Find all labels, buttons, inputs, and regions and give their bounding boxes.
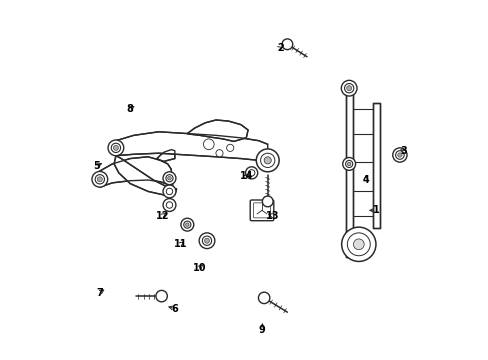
Circle shape xyxy=(163,199,176,211)
Circle shape xyxy=(344,84,353,93)
Circle shape xyxy=(282,39,292,50)
Polygon shape xyxy=(114,156,176,195)
Text: 9: 9 xyxy=(259,325,265,335)
Polygon shape xyxy=(116,132,267,164)
Text: 13: 13 xyxy=(266,211,279,221)
Circle shape xyxy=(95,175,104,184)
Circle shape xyxy=(216,150,223,157)
Text: 10: 10 xyxy=(193,262,206,273)
Circle shape xyxy=(256,149,279,172)
Circle shape xyxy=(264,157,271,164)
Text: 6: 6 xyxy=(171,303,178,314)
Circle shape xyxy=(92,171,107,187)
Polygon shape xyxy=(345,93,352,257)
Text: 11: 11 xyxy=(173,239,186,249)
Circle shape xyxy=(248,170,254,176)
Circle shape xyxy=(346,162,350,166)
Circle shape xyxy=(166,202,172,208)
Circle shape xyxy=(183,221,190,228)
Circle shape xyxy=(262,196,272,207)
Circle shape xyxy=(258,292,269,303)
Circle shape xyxy=(346,86,351,91)
Circle shape xyxy=(113,145,118,150)
Circle shape xyxy=(156,291,167,302)
FancyBboxPatch shape xyxy=(253,203,270,218)
Text: 12: 12 xyxy=(155,211,169,221)
Text: 7: 7 xyxy=(96,288,103,297)
Text: 5: 5 xyxy=(93,161,100,171)
Circle shape xyxy=(226,144,233,152)
Polygon shape xyxy=(157,150,175,161)
Circle shape xyxy=(204,238,209,243)
Polygon shape xyxy=(100,157,171,187)
Circle shape xyxy=(341,227,375,261)
Circle shape xyxy=(397,153,401,157)
Circle shape xyxy=(202,236,211,246)
Circle shape xyxy=(108,140,123,156)
Circle shape xyxy=(165,175,173,182)
Circle shape xyxy=(185,223,189,226)
Circle shape xyxy=(163,172,176,185)
Polygon shape xyxy=(372,103,380,228)
Circle shape xyxy=(97,177,102,182)
Circle shape xyxy=(345,160,352,167)
Text: 2: 2 xyxy=(276,43,283,53)
Circle shape xyxy=(166,188,172,195)
Circle shape xyxy=(245,167,257,179)
Text: 4: 4 xyxy=(362,175,368,185)
Text: 3: 3 xyxy=(399,147,406,157)
Text: 1: 1 xyxy=(372,205,379,215)
Circle shape xyxy=(163,185,176,198)
Circle shape xyxy=(392,148,406,162)
Circle shape xyxy=(181,218,193,231)
Circle shape xyxy=(199,233,214,249)
Circle shape xyxy=(260,153,274,167)
Circle shape xyxy=(167,176,171,180)
Circle shape xyxy=(203,139,214,150)
Circle shape xyxy=(342,157,355,170)
Text: 8: 8 xyxy=(126,104,133,113)
Circle shape xyxy=(353,239,364,249)
FancyBboxPatch shape xyxy=(250,200,273,221)
Circle shape xyxy=(395,151,404,159)
Circle shape xyxy=(111,143,121,153)
Text: 14: 14 xyxy=(239,171,252,181)
Polygon shape xyxy=(187,120,247,141)
Circle shape xyxy=(346,233,369,256)
Circle shape xyxy=(341,80,356,96)
